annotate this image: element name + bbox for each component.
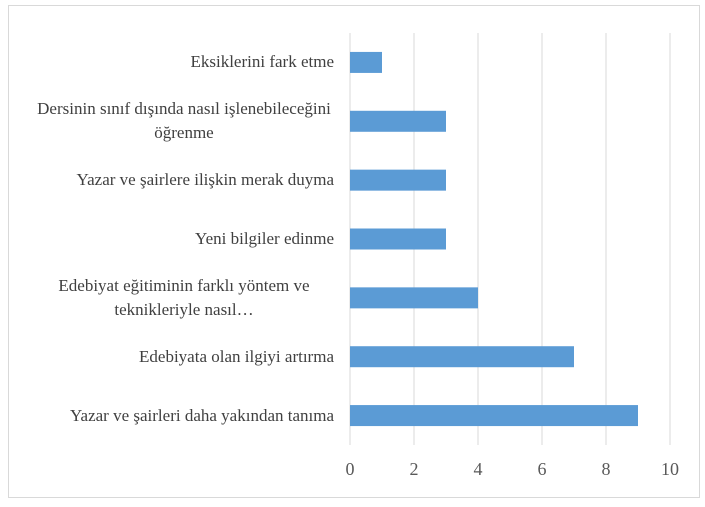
y-tick-label-box: Eksiklerini fark etme	[10, 33, 334, 91]
y-tick-label: Edebiyata olan ilgiyi artırma	[139, 346, 334, 366]
y-tick-label-box: Dersinin sınıf dışında nasıl işlenebilec…	[10, 92, 334, 150]
x-tick-label: 4	[474, 459, 483, 479]
bar	[350, 346, 574, 368]
bar	[350, 228, 446, 250]
y-tick-label-box: Edebiyat eğitiminin farklı yöntem ve tek…	[10, 269, 334, 327]
x-tick-label: 10	[661, 459, 679, 479]
bar	[350, 169, 446, 191]
y-tick-label: Dersinin sınıf dışında nasıl işlenebilec…	[37, 99, 331, 143]
y-tick-label-box: Yazar ve şairlere ilişkin merak duyma	[10, 151, 334, 209]
y-tick-label: Edebiyat eğitiminin farklı yöntem ve tek…	[58, 275, 310, 319]
bar	[350, 287, 478, 309]
y-tick-label-box: Edebiyata olan ilgiyi artırma	[10, 328, 334, 386]
y-tick-label: Yazar ve şairleri daha yakından tanıma	[69, 405, 334, 425]
x-tick-label: 0	[346, 459, 355, 479]
y-tick-label: Eksiklerini fark etme	[190, 52, 334, 72]
y-tick-label: Yeni bilgiler edinme	[195, 229, 334, 248]
bar	[350, 110, 446, 132]
x-tick-label: 2	[410, 459, 419, 479]
bar	[350, 405, 638, 427]
y-tick-label: Yazar ve şairlere ilişkin merak duyma	[76, 170, 334, 190]
x-tick-label: 6	[538, 459, 547, 479]
y-tick-label-box: Yeni bilgiler edinme	[10, 210, 334, 268]
y-tick-label-box: Yazar ve şairleri daha yakından tanıma	[10, 387, 334, 445]
bar	[350, 51, 382, 73]
x-tick-label: 8	[602, 459, 611, 479]
